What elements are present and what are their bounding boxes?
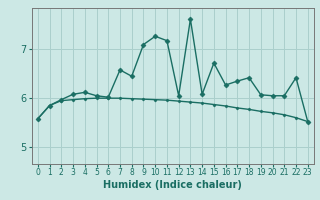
X-axis label: Humidex (Indice chaleur): Humidex (Indice chaleur) bbox=[103, 180, 242, 190]
